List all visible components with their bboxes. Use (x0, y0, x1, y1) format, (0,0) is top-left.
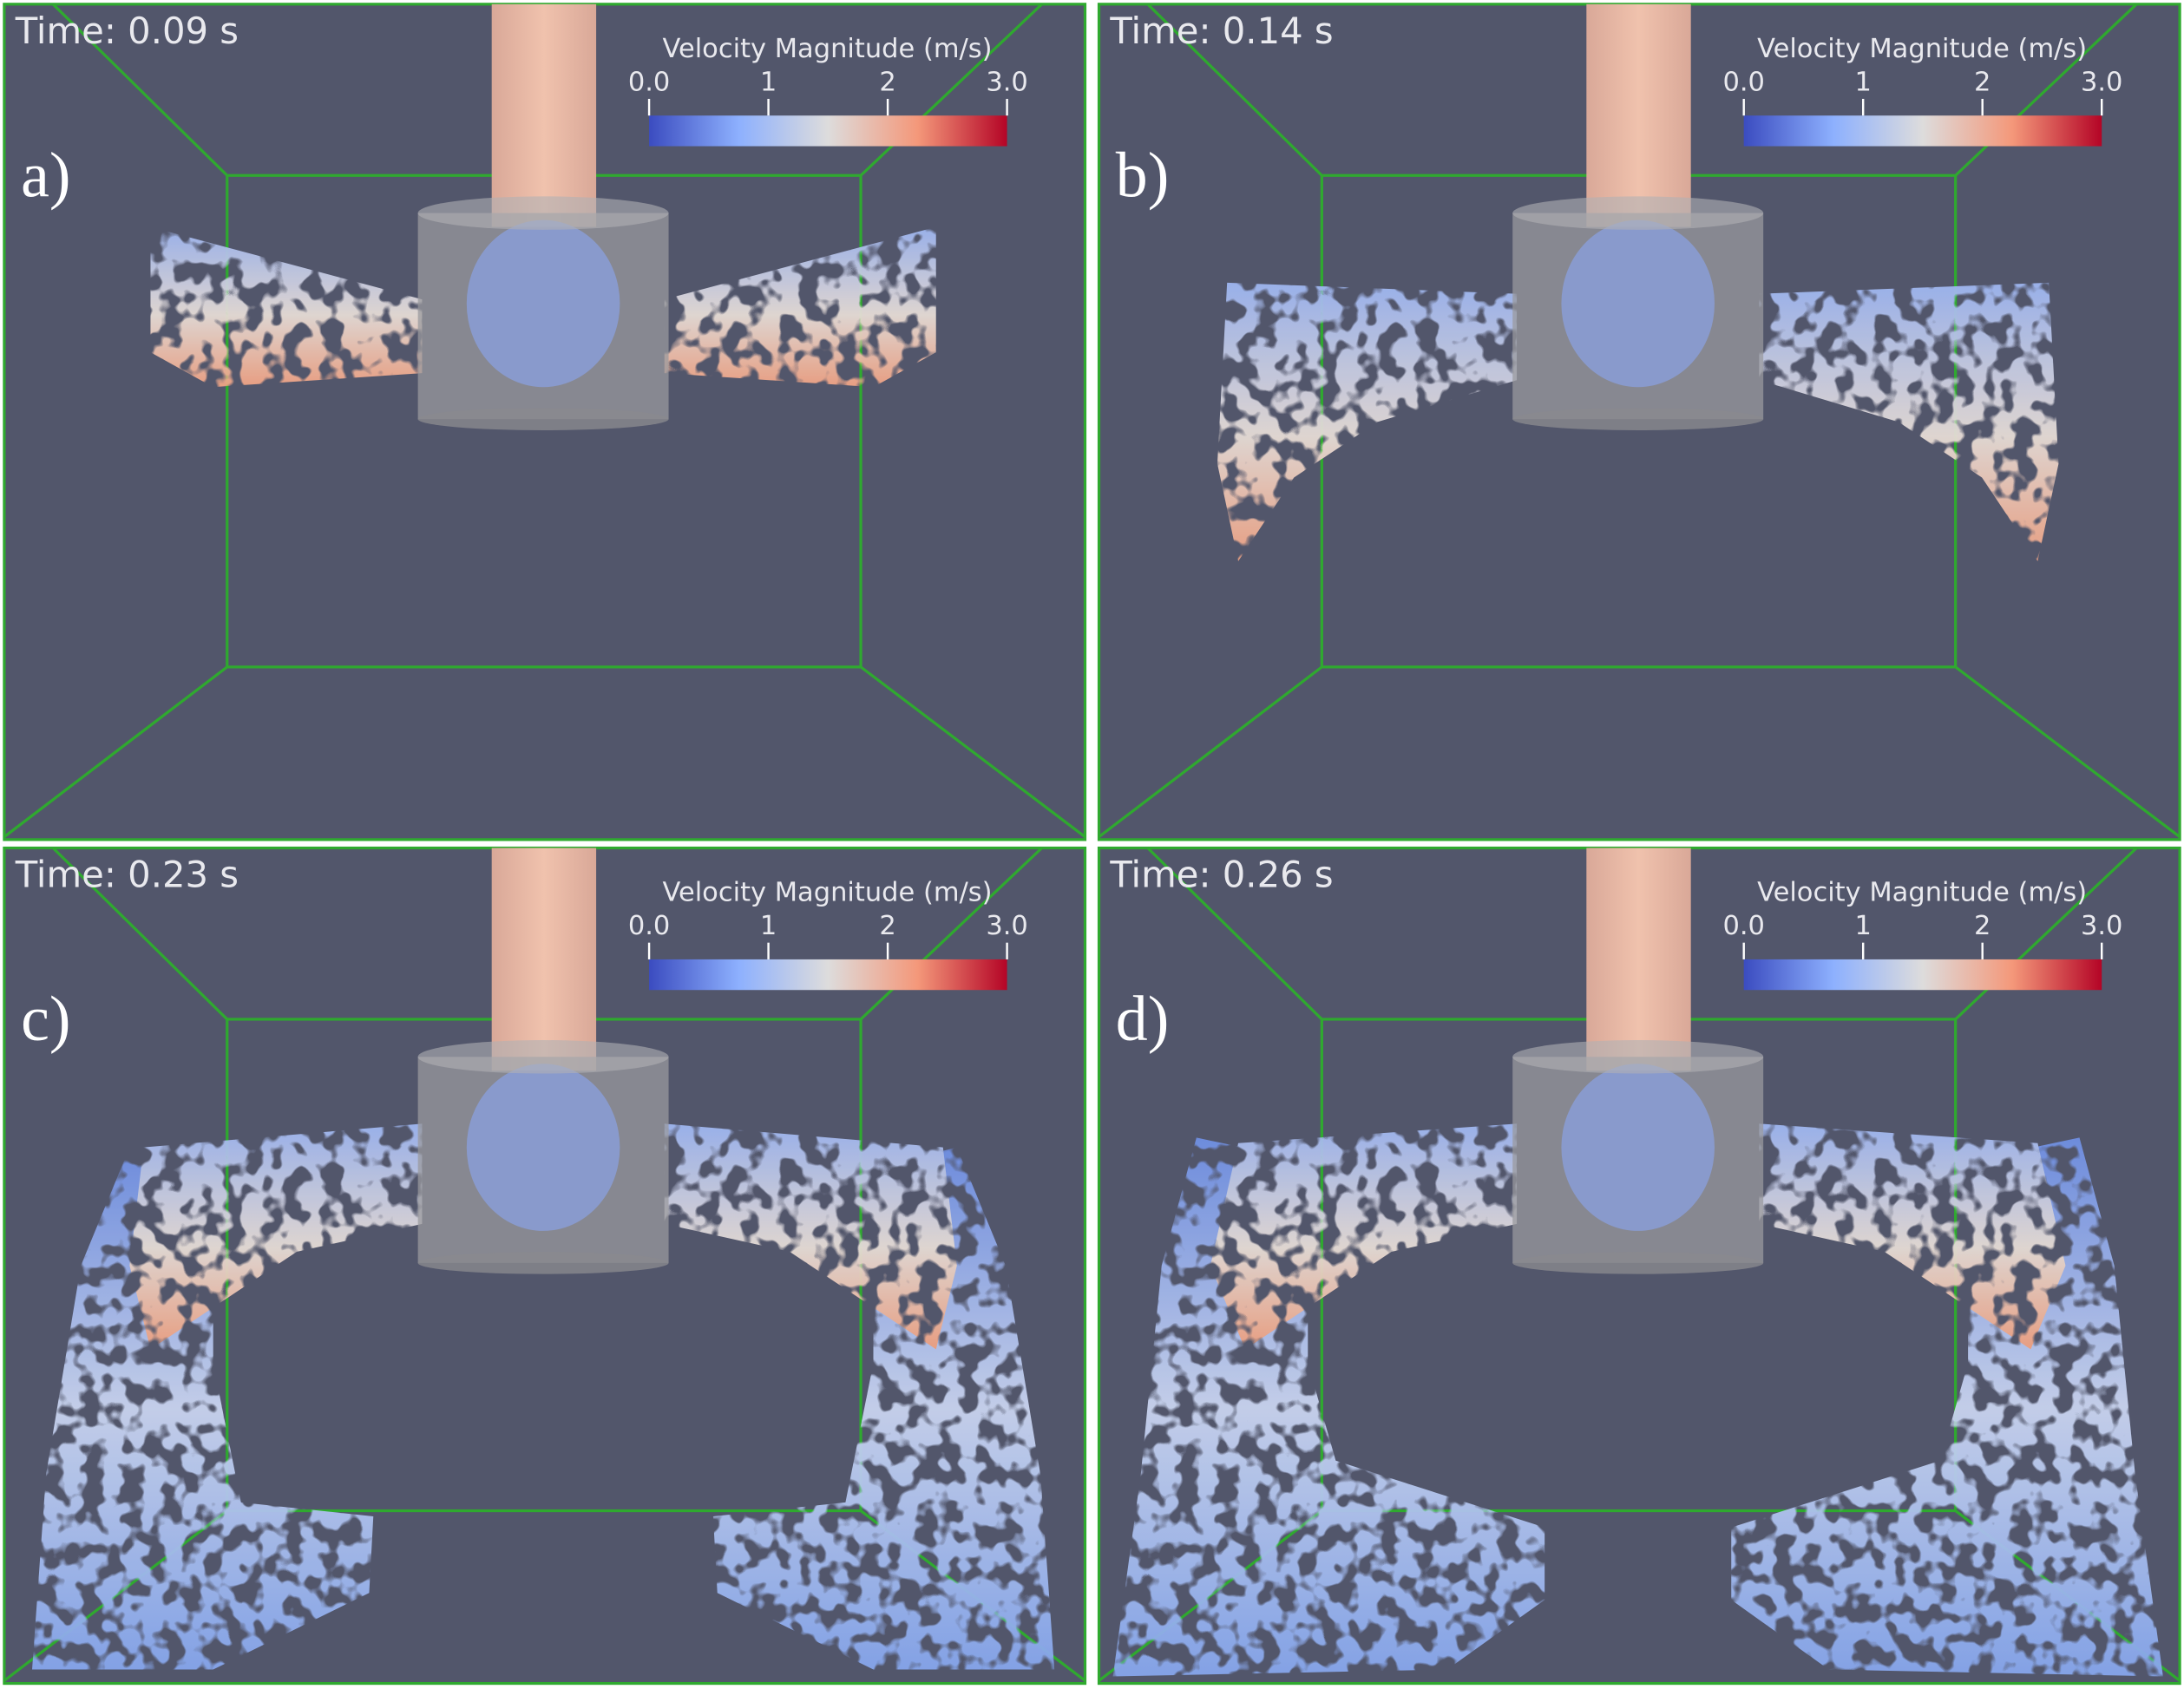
colorbar-tick-label: 2 (1974, 67, 1991, 97)
fluid (150, 226, 936, 388)
cylinder-top (1512, 1040, 1764, 1074)
fluid-jet (1210, 1123, 1518, 1350)
box-edge (51, 3, 228, 177)
colorbar-tick-label: 0.0 (628, 67, 670, 97)
colorbar-title: Velocity Magnitude (m/s) (1757, 878, 2087, 908)
fluid-leg (712, 1147, 1055, 1670)
panel-label: b) (1116, 139, 1170, 210)
cylinder-bottom (417, 1251, 669, 1274)
fluid-jet (150, 226, 423, 388)
cylinder-core (466, 219, 620, 388)
fluid-leg (32, 1147, 374, 1670)
fluid (1217, 282, 2059, 561)
inlet-pipe (1586, 3, 1691, 227)
panel: Time: 0.26 s d) Velocity Magnitude (m/s)0.… (1097, 846, 2181, 1686)
time-label: Time: 0.23 s (15, 853, 239, 895)
colorbar-tick-label: 2 (1974, 911, 1991, 941)
fluid-jet (1759, 1123, 2066, 1350)
colorbar (1743, 959, 2102, 991)
colorbar-tick-label: 2 (879, 67, 895, 97)
panel-label: d) (1116, 983, 1170, 1054)
colorbar-tick-label: 3.0 (2081, 67, 2122, 97)
box-edge (1098, 665, 1323, 838)
fluid-jet (664, 226, 936, 388)
colorbar-tick-label: 2 (879, 911, 895, 941)
colorbar-tick-label: 1 (1854, 67, 1871, 97)
colorbar-tick-label: 0.0 (1722, 911, 1764, 941)
panel: Time: 0.23 s c) Velocity Magnitude (m/s)0.… (3, 846, 1087, 1686)
box-edge (1954, 847, 2138, 1021)
colorbar-tick-label: 0.0 (1722, 67, 1764, 97)
colorbar (649, 115, 1007, 147)
time-label: Time: 0.26 s (1109, 853, 1333, 895)
fluid-jet (664, 1123, 957, 1350)
colorbar-tick-label: 3.0 (2081, 911, 2122, 941)
cylinder-bottom (1512, 1251, 1764, 1274)
fluid-jet (129, 1123, 423, 1350)
cylinder-core (1561, 1064, 1715, 1231)
inlet-pipe (491, 848, 597, 1071)
box-edge (3, 665, 228, 838)
colorbar-tick-label: 3.0 (986, 67, 1027, 97)
box-edge (1954, 665, 2181, 838)
fluid-jet (1217, 282, 1518, 561)
cylinder-bottom (417, 408, 669, 430)
box-edge (51, 847, 228, 1021)
inlet-pipe (491, 3, 597, 227)
fluid-jet (1759, 282, 2059, 561)
cylinder-bottom (1512, 408, 1764, 430)
cylinder-top (1512, 196, 1764, 230)
colorbar (1743, 115, 2102, 147)
cylinder-top (417, 196, 669, 230)
colorbar-tick-label: 1 (1854, 911, 1871, 941)
box-edge (860, 665, 1086, 838)
time-label: Time: 0.14 s (1109, 10, 1333, 52)
time-label: Time: 0.09 s (15, 10, 239, 52)
colorbar-tick-label: 1 (760, 911, 777, 941)
colorbar-tick-label: 1 (760, 67, 777, 97)
colorbar-tick-label: 3.0 (986, 911, 1027, 941)
box-edge (859, 3, 1043, 177)
box-edge (859, 847, 1043, 1021)
cylinder-top (417, 1040, 669, 1074)
inlet-pipe (1586, 848, 1691, 1071)
colorbar-title: Velocity Magnitude (m/s) (1757, 34, 2087, 64)
box-edge (1146, 3, 1323, 177)
colorbar-title: Velocity Magnitude (m/s) (662, 878, 992, 908)
cylinder-core (466, 1064, 620, 1231)
box-edge (1146, 847, 1323, 1021)
colorbar (649, 959, 1007, 991)
fluid (32, 1123, 1055, 1670)
panel: Time: 0.09 s a) Velocity Magnitude (m/s)0.… (3, 3, 1087, 841)
colorbar-title: Velocity Magnitude (m/s) (662, 34, 992, 64)
box-edge (1954, 3, 2138, 177)
panel-label: a) (21, 139, 70, 210)
fluid (1112, 1123, 2163, 1677)
panel-label: c) (21, 983, 70, 1054)
colorbar-tick-label: 0.0 (628, 911, 670, 941)
panel: Time: 0.14 s b) Velocity Magnitude (m/s)0.… (1097, 3, 2181, 841)
cylinder-core (1561, 219, 1715, 388)
